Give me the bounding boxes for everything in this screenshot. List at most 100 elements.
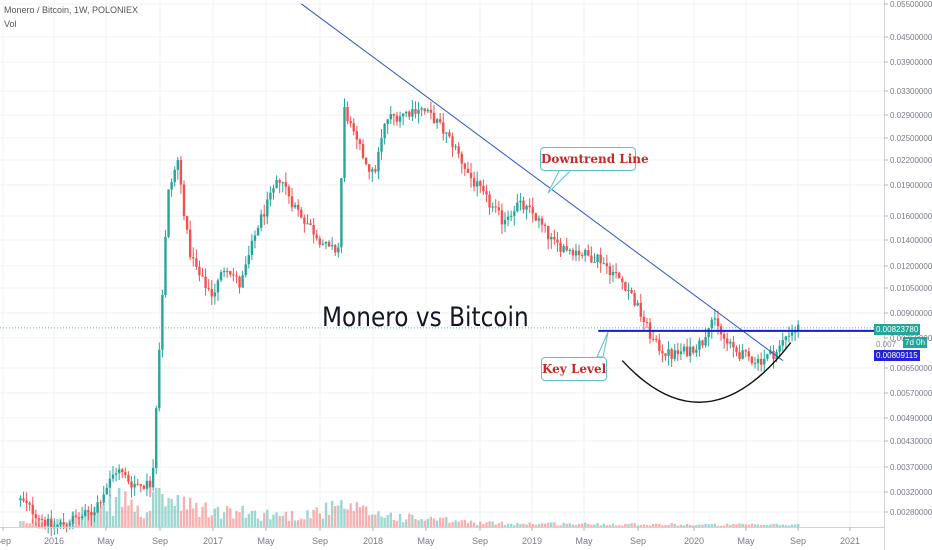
candle-body [769,350,772,355]
candle-body [503,219,507,225]
volume-bar [256,518,260,527]
volume-bar [96,505,99,527]
candle-body [170,182,173,190]
candle-body [28,503,31,505]
volume-bar [130,499,133,527]
volume-bar [562,522,565,527]
candle-body [546,226,550,240]
candle-body [84,510,87,517]
volume-bar [170,498,173,527]
volume-bar [207,517,210,527]
chart-grid [0,0,884,527]
candle-body [543,224,547,227]
volume-bar [250,510,254,527]
candle-body [392,114,396,116]
volume-bar [596,523,599,527]
volume-bar [719,525,723,527]
volume-bar [74,514,78,527]
volume-bar [296,520,300,527]
candle-body [161,294,164,350]
y-tick-label: 0.00490000 [890,414,932,423]
volume-bar [222,512,226,527]
volume-bar [793,524,797,527]
y-tick-label: 0.02900000 [890,111,932,120]
chart-title-annotation: Monero vs Bitcoin [322,302,529,333]
candle-body [306,223,309,225]
downtrend-line [300,3,784,361]
candle-body [704,337,707,346]
key-level-price-tag: 0.00809115 [874,350,920,361]
volume-bar [688,524,692,527]
volume-bar [114,496,118,527]
volume-bar [584,522,587,527]
candle-body [593,262,596,264]
candle-body [778,345,781,352]
partial-price-label: 0.007 [876,340,897,349]
x-tick-label: 2018 [363,536,383,546]
candle-body [726,338,729,344]
volume-bar [716,525,720,527]
candle-body [43,519,47,526]
candle-body [290,196,294,208]
candle-body [738,352,741,359]
candle-body [303,217,306,224]
candle-body [293,204,297,208]
volume-bar [383,517,386,527]
volume-bar [405,519,408,527]
candle-body [80,516,84,519]
volume-bar [766,525,769,527]
candle-body [31,504,34,515]
volume-bar [670,523,673,527]
candle-body [673,350,676,359]
x-tick-label: 2017 [203,536,223,546]
candle-body [448,132,451,137]
volume-bar [315,507,318,527]
candle-body [670,349,673,359]
volume-bar [651,524,655,527]
volume-bar [574,524,578,527]
volume-bar [148,510,152,527]
volume-bar [142,518,146,527]
volume-indicator-label: Vol [4,19,17,29]
candle-body [469,172,473,179]
candle-body [395,115,399,122]
volume-bar [124,491,127,527]
candle-body [556,239,559,243]
candle-body [216,280,220,293]
volume-bar [744,524,747,527]
candle-body [685,346,689,357]
y-tick-label: 0.03900000 [890,58,932,67]
candle-body [62,522,65,525]
candle-body [701,340,704,346]
candle-body [525,205,528,210]
x-tick-label: Sep [630,536,646,546]
volume-bar [380,516,383,527]
candle-body [793,331,797,333]
volume-bar [781,524,784,527]
y-tick-label: 0.00280000 [890,508,932,517]
candle-body [664,353,667,356]
volume-bar [272,514,275,527]
volume-bar [605,525,609,527]
candle-body [195,258,198,267]
volume-bar [753,524,757,527]
volume-bar [346,509,349,527]
volume-bar [500,521,504,527]
volume-bar [543,523,547,527]
candle-body [374,169,377,172]
volume-bar [28,523,31,527]
volume-bar [692,525,695,527]
volume-bar [355,502,359,527]
volume-bar [429,516,433,527]
y-tick-label: 0.03300000 [890,87,932,96]
candle-body [438,119,442,123]
volume-bar [145,512,149,527]
candle-body [219,272,223,281]
volume-bar [587,523,590,527]
volume-bar [442,517,445,527]
volume-bar [602,523,605,527]
candle-body [324,241,328,244]
volume-bar [127,505,130,527]
candle-body [509,215,513,217]
